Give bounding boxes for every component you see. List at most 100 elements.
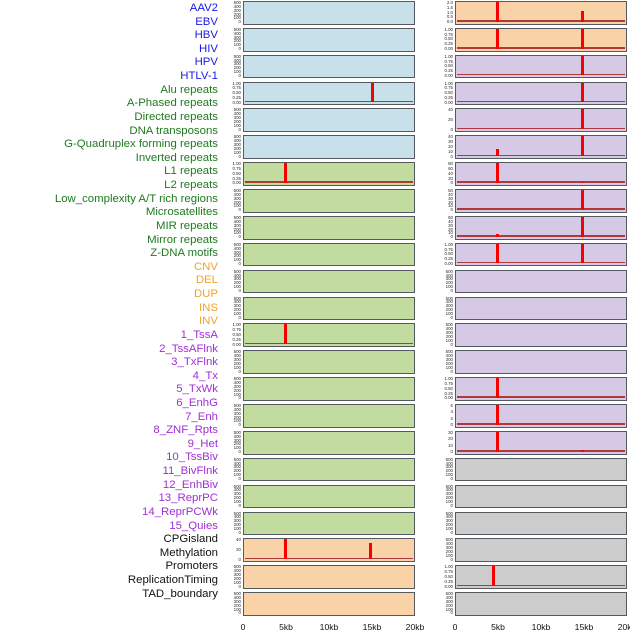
y-tick-label: 0.75 — [444, 31, 453, 37]
y-tick-label: 0 — [450, 287, 453, 293]
y-tick-label: 1.00 — [444, 80, 453, 86]
track-row[interactable] — [243, 108, 415, 133]
y-tick-label: 0 — [238, 422, 241, 428]
row-label-mirror-repeats: Mirror repeats — [147, 233, 218, 246]
track-row[interactable] — [455, 1, 627, 25]
track-row[interactable] — [243, 323, 415, 348]
y-axis-ticks: 50 40 30 20 10 0 — [437, 188, 454, 213]
y-axis-ticks: 500 400 300 200 100 0 — [437, 483, 454, 509]
y-tick-label: 0.75 — [232, 327, 241, 333]
track-plot-area — [456, 324, 626, 346]
y-tick-label: 0 — [238, 261, 241, 267]
y-tick-label: 0.25 — [444, 390, 453, 396]
track-row[interactable] — [243, 135, 415, 159]
track-row[interactable] — [455, 430, 627, 455]
y-tick-label: 200 — [233, 414, 241, 420]
track-row[interactable] — [243, 189, 415, 213]
track-row[interactable] — [455, 215, 627, 240]
track-row[interactable] — [455, 108, 627, 133]
track-baseline — [457, 584, 625, 586]
data-spike — [284, 539, 288, 560]
track-row[interactable] — [243, 27, 415, 52]
track-row[interactable] — [455, 511, 627, 536]
y-tick-label: 100 — [233, 284, 241, 290]
track-row[interactable] — [243, 565, 415, 589]
track-row[interactable] — [455, 538, 627, 563]
track-row[interactable] — [455, 404, 627, 428]
track-row[interactable] — [243, 511, 415, 536]
y-tick-label: 300 — [445, 357, 453, 362]
x-tick-label: 5kb — [279, 622, 293, 632]
row-label-promoters: Promoters — [165, 560, 218, 573]
track-row[interactable] — [455, 592, 627, 616]
y-tick-label: 400 — [445, 353, 453, 359]
track-row[interactable] — [455, 377, 627, 401]
track-row[interactable] — [455, 323, 627, 348]
track-row[interactable] — [243, 377, 415, 401]
y-tick-label: 500 — [445, 591, 453, 597]
data-spike — [581, 55, 585, 76]
track-row[interactable] — [243, 404, 415, 428]
track-plot-area — [244, 378, 414, 400]
track-row[interactable] — [243, 1, 415, 25]
y-tick-label: 100 — [233, 525, 241, 531]
left-track-panel: 500 400 300 200 100 0 500 400 300 200 100 0 500 400 30… — [225, 0, 424, 632]
row-label-6-enhg: 6_EnhG — [176, 396, 218, 409]
track-row[interactable] — [243, 215, 415, 240]
y-tick-label: 400 — [233, 3, 241, 9]
y-tick-label: 500 — [233, 376, 241, 382]
x-tick-label: 15kb — [362, 622, 382, 632]
track-row[interactable] — [455, 242, 627, 267]
y-tick-label: 0 — [238, 368, 241, 374]
data-spike — [581, 450, 585, 452]
track-row[interactable] — [243, 350, 415, 374]
y-tick-label: 0 — [238, 207, 241, 213]
track-row[interactable] — [455, 27, 627, 52]
track-row[interactable] — [243, 81, 415, 106]
y-tick-label: 10 — [448, 203, 453, 209]
track-row[interactable] — [455, 296, 627, 321]
y-tick-label: 500 — [445, 483, 453, 489]
track-row[interactable] — [243, 296, 415, 321]
track-row[interactable] — [455, 81, 627, 106]
track-row[interactable] — [455, 162, 627, 186]
track-row[interactable] — [455, 350, 627, 374]
track-row[interactable] — [243, 242, 415, 267]
track-plot-area — [456, 163, 626, 185]
y-tick-label: 0 — [450, 502, 453, 508]
track-row[interactable] — [455, 269, 627, 294]
y-tick-label: 400 — [445, 272, 453, 278]
track-row[interactable] — [243, 269, 415, 294]
y-axis-ticks: 40 20 0 — [225, 537, 242, 562]
track-row[interactable] — [243, 592, 415, 616]
y-tick-label: 0.00 — [444, 395, 453, 401]
track-row[interactable] — [455, 565, 627, 589]
y-tick-label: 200 — [233, 38, 241, 44]
track-row[interactable] — [243, 457, 415, 482]
track-row[interactable] — [455, 484, 627, 509]
track-row[interactable] — [455, 54, 627, 79]
track-row[interactable] — [243, 484, 415, 509]
y-tick-label: 10 — [448, 442, 453, 448]
y-tick-label: 40 — [448, 107, 453, 113]
track-row[interactable] — [243, 538, 415, 563]
y-tick-label: 400 — [445, 299, 453, 305]
track-row[interactable] — [243, 162, 415, 186]
track-row[interactable] — [455, 457, 627, 482]
track-plot-area — [456, 486, 626, 508]
track-baseline — [245, 557, 413, 560]
track-row[interactable] — [243, 54, 415, 79]
track-row[interactable] — [455, 189, 627, 213]
track-row[interactable] — [243, 430, 415, 455]
y-tick-label: 200 — [233, 468, 241, 474]
data-spike — [496, 234, 500, 237]
y-tick-label: 200 — [233, 119, 241, 125]
track-baseline — [457, 47, 625, 49]
y-tick-label: 500 — [233, 591, 241, 597]
track-baseline — [245, 100, 413, 103]
track-plot-area — [456, 298, 626, 320]
track-row[interactable] — [455, 135, 627, 159]
y-tick-label: 0.25 — [444, 95, 453, 101]
y-tick-label: 400 — [233, 568, 241, 574]
data-spike — [284, 324, 288, 345]
